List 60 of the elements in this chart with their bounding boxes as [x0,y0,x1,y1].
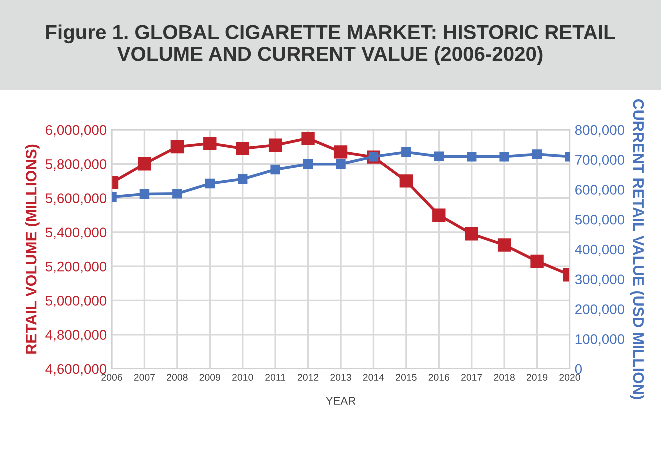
x-axis-title: YEAR [326,397,356,405]
point [303,159,314,170]
x-tick-label: 2009 [200,374,220,381]
point [302,132,315,146]
y-tick-label: 6,000,000 [46,125,107,137]
y-tick-label: 5,000,000 [46,296,107,308]
point [434,152,444,162]
point [236,142,250,156]
x-tick-label: 2018 [494,374,515,381]
point [336,159,346,170]
x-tick-label: 2020 [560,374,580,381]
y2-tick-label: 500,000 [575,214,625,226]
point [466,152,477,162]
point [498,238,512,252]
point [400,174,414,188]
point [205,178,216,189]
x-tick-label: 2017 [462,374,482,381]
x-tick-label: 2019 [526,374,548,381]
x-tick-label: 2013 [330,374,352,381]
point [238,174,248,184]
y-axis-title: RETAIL VOLUME (MILLIONS) [26,144,40,354]
x-tick-label: 2014 [363,374,384,381]
x-tick-label: 2007 [134,374,156,381]
point [465,228,478,241]
x-tick-label: 2016 [428,374,450,381]
y2-tick-label: 0 [575,364,582,374]
y-tick-label: 5,600,000 [46,194,107,206]
y2-tick-label: 600,000 [576,185,625,197]
point [530,254,544,268]
point [270,164,280,175]
point [138,158,152,171]
y2-tick-label: 200,000 [576,304,625,316]
y2-tick-label: 800,000 [575,125,625,137]
x-tick-label: 2011 [266,374,286,381]
x-tick-label: 2008 [167,374,188,381]
point [170,140,184,154]
y-tick-label: 5,400,000 [46,228,107,240]
y-tick-label: 4,600,000 [46,364,107,376]
point [432,208,446,222]
x-tick-label: 2015 [396,374,417,381]
point [140,189,150,200]
point [268,138,282,152]
y-tick-label: 5,200,000 [46,262,107,274]
y-tick-label: 5,800,000 [46,159,107,171]
point [172,189,182,199]
y2-axis-title: CURRENT RETAIL VALUE (USD MILLION) [630,99,645,400]
chart-title: Figure 1. GLOBAL CIGARETTE MARKET: HISTORIC RETAIL VOLUME AND CURRENT VALUE (2006-2020) [46,24,616,66]
x-tick-label: 2006 [102,374,122,381]
x-tick-label: 2012 [298,374,319,381]
point [204,137,217,150]
y2-tick-label: 400,000 [575,244,625,256]
point [402,148,412,158]
y2-tick-label: 700,000 [576,155,625,167]
x-tick-label: 2010 [232,374,254,381]
point [532,150,542,160]
point [500,152,510,162]
y2-tick-label: 300,000 [575,274,625,286]
y-tick-label: 4,800,000 [46,330,107,342]
point [334,146,348,159]
y2-tick-label: 100,000 [576,334,625,346]
